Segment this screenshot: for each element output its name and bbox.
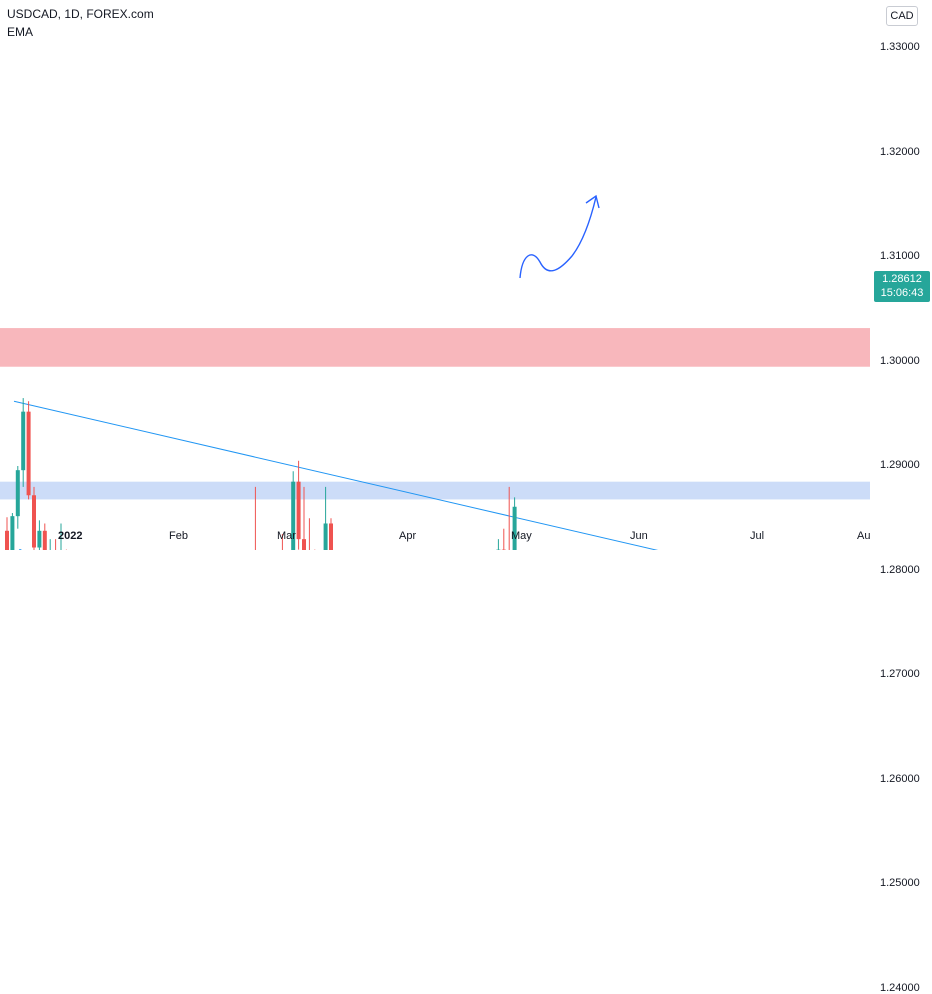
price-tick-label: 1.31000: [880, 250, 920, 262]
date-tick-label: Mar: [277, 530, 296, 542]
breakout-zone: [0, 482, 870, 500]
candle: [21, 398, 25, 487]
candle: [43, 523, 47, 550]
candle: [54, 539, 58, 550]
candles: [5, 398, 517, 550]
price-tick-label: 1.24000: [880, 982, 920, 994]
price-tick-label: 1.32000: [880, 146, 920, 158]
date-tick-label: Au: [857, 530, 870, 542]
trend-lines: [0, 401, 812, 550]
date-tick-label: Jun: [630, 530, 648, 542]
candle: [37, 520, 41, 550]
candle-body: [329, 523, 333, 550]
candle: [5, 517, 9, 550]
candle-body: [43, 531, 47, 550]
date-tick-label: Feb: [169, 530, 188, 542]
symbol-title[interactable]: USDCAD, 1D, FOREX.com: [7, 7, 154, 21]
candle: [297, 461, 301, 550]
price-tick-label: 1.25000: [880, 877, 920, 889]
candle-body: [513, 507, 517, 550]
candle-body: [302, 539, 306, 550]
price-tick-label: 1.30000: [880, 355, 920, 367]
upper-trendline: [14, 401, 812, 550]
candle: [513, 497, 517, 550]
candle-body: [27, 412, 31, 496]
currency-badge[interactable]: CAD: [886, 6, 918, 26]
price-chart[interactable]: [0, 0, 932, 550]
candle-body: [324, 523, 328, 550]
date-tick-label: Jul: [750, 530, 764, 542]
price-zones: [0, 328, 870, 550]
candle-body: [37, 531, 41, 548]
candle-body: [32, 495, 36, 547]
candle-body: [297, 482, 301, 539]
candle: [502, 529, 506, 550]
date-tick-label: Apr: [399, 530, 416, 542]
candle: [10, 513, 14, 550]
date-tick-label: 2022: [58, 530, 82, 542]
candle-body: [16, 470, 20, 516]
projection-path: [520, 197, 596, 278]
bar-countdown: 15:06:43: [874, 286, 930, 300]
candle: [307, 518, 311, 550]
price-tick-label: 1.33000: [880, 41, 920, 53]
date-tick-label: May: [511, 530, 532, 542]
candle: [16, 466, 20, 529]
resistance-zone: [0, 328, 870, 367]
price-tick-label: 1.27000: [880, 668, 920, 680]
candle: [329, 518, 333, 550]
arrow-head: [586, 196, 599, 208]
indicator-label[interactable]: EMA: [7, 25, 33, 39]
price-tick-label: 1.29000: [880, 459, 920, 471]
projection-arrow: [520, 196, 599, 278]
candle: [27, 401, 31, 499]
candle-body: [21, 412, 25, 471]
candle-body: [10, 516, 14, 550]
candle: [32, 487, 36, 550]
last-price-tag: 1.28612 15:06:43: [874, 271, 930, 302]
last-price: 1.28612: [874, 272, 930, 286]
candle: [496, 539, 500, 550]
candle: [48, 539, 52, 550]
price-tick-label: 1.28000: [880, 564, 920, 576]
candle-body: [5, 531, 9, 550]
price-tick-label: 1.26000: [880, 773, 920, 785]
